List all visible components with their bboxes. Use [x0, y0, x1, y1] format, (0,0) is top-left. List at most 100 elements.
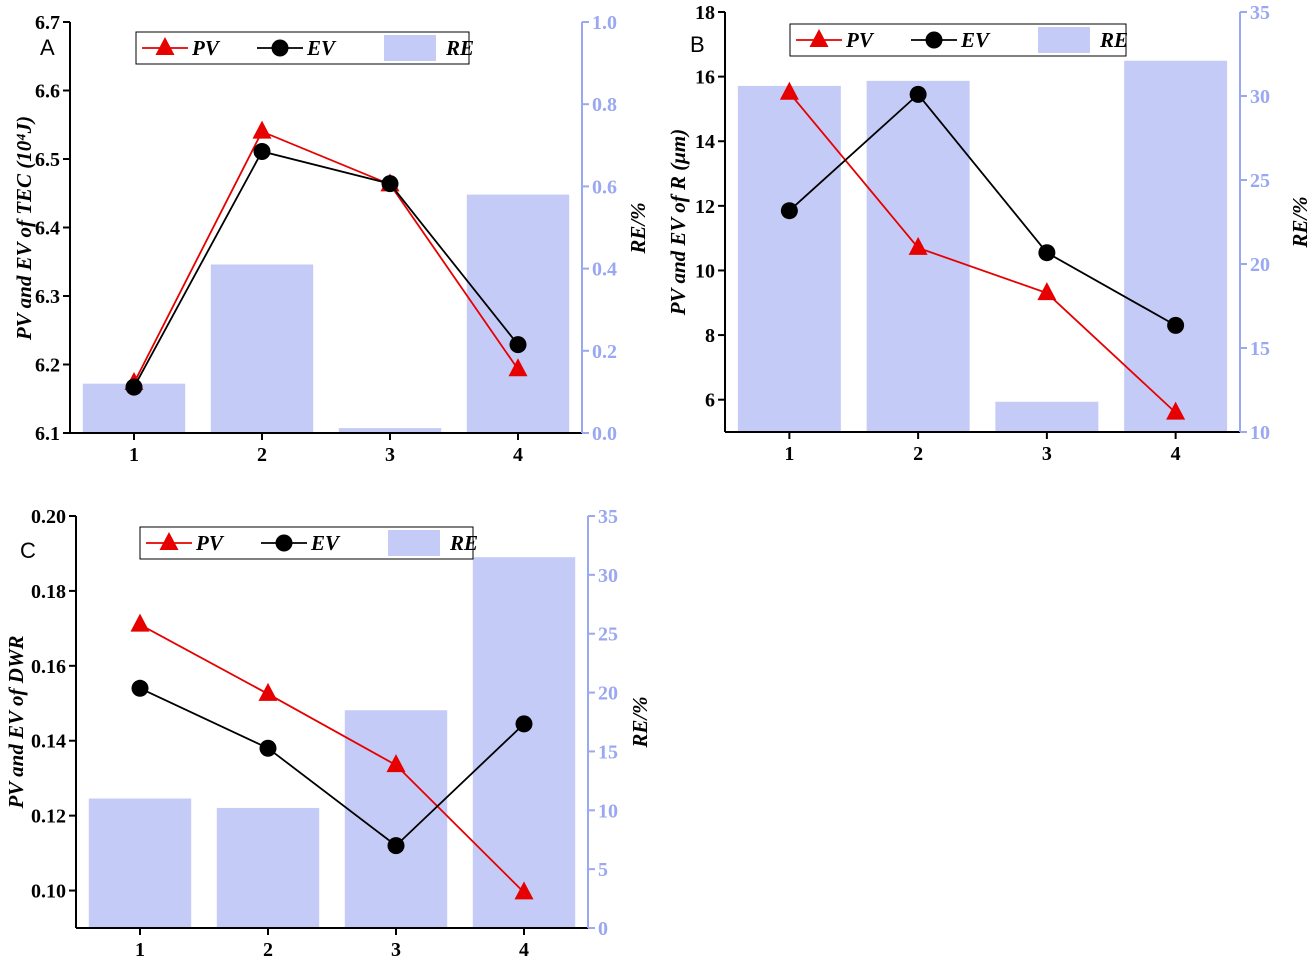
- x-tick-label: 3: [1042, 443, 1052, 465]
- y-right-tick-label: 35: [1250, 2, 1270, 24]
- y-axis-left-title: PV and EV of R (μm): [666, 129, 690, 317]
- legend-ev-marker: [275, 534, 293, 552]
- chart-panel-a: 6.1 6.2 6.3 6.4 6.5 6.6 6.7 0.0 0.2 0.4 0.6 0.8 1.0 1…: [12, 12, 650, 466]
- ev-point-3: [1038, 244, 1056, 262]
- panel-letter: C: [20, 538, 36, 563]
- legend-re-label: RE: [1099, 28, 1128, 52]
- y-right-tick-label: 15: [1250, 338, 1270, 360]
- legend-re-swatch: [1038, 27, 1090, 53]
- pv-point-4: [508, 358, 528, 377]
- legend-re-label: RE: [449, 531, 478, 555]
- re-bar-4: [466, 194, 570, 433]
- re-bar-3: [338, 428, 442, 433]
- legend: PV EV RE: [135, 31, 474, 65]
- ev-point-2: [909, 85, 927, 103]
- y-right-tick-label: 10: [598, 800, 618, 822]
- x-tick-label: 2: [263, 939, 273, 957]
- pv-point-2: [252, 120, 272, 139]
- legend-pv-marker: [159, 532, 179, 550]
- ev-point-2: [259, 739, 277, 757]
- ev-point-1: [780, 202, 798, 220]
- x-tick-label: 4: [519, 939, 529, 957]
- y-right-tick-label: 0.8: [592, 94, 617, 116]
- legend-pv-marker: [809, 29, 829, 47]
- re-bar-4: [472, 557, 576, 928]
- legend-ev-label: EV: [306, 36, 337, 60]
- x-tick-label: 2: [257, 444, 267, 466]
- legend-pv-label: PV: [845, 28, 875, 52]
- x-tick-label: 1: [135, 939, 145, 957]
- ev-point-3: [381, 175, 399, 193]
- ev-series-line: [133, 150, 519, 388]
- re-bar-4: [1124, 60, 1228, 432]
- y-left-tick-label: 8: [705, 325, 715, 347]
- y-left-tick-label: 0.12: [31, 806, 66, 828]
- y-right-tick-label: 0.4: [592, 259, 617, 281]
- pv-series-line: [788, 92, 1177, 414]
- y-right-tick-label: 20: [598, 683, 618, 705]
- legend-pv-label: PV: [191, 36, 221, 60]
- y-right-tick-label: 0.2: [592, 341, 617, 363]
- y-left-tick-label: 0.14: [31, 731, 66, 753]
- y-left-tick-label: 6.5: [35, 149, 60, 171]
- re-bar-1: [737, 85, 841, 433]
- pv-point-3: [386, 754, 406, 773]
- y-left-tick-label: 14: [695, 131, 715, 153]
- y-right-tick-label: 0.0: [592, 423, 617, 445]
- y-left-tick-label: 0.16: [31, 656, 66, 678]
- ev-point-4: [509, 336, 527, 354]
- y-right-tick-label: 25: [1250, 170, 1270, 192]
- ev-series-line: [788, 93, 1177, 327]
- pv-series-line: [139, 623, 525, 894]
- pv-point-3: [1037, 282, 1057, 301]
- panel-letter: B: [690, 32, 705, 57]
- pv-point-1: [130, 613, 150, 632]
- y-left-tick-label: 0.10: [31, 881, 66, 903]
- re-bar-2: [866, 80, 970, 432]
- y-right-tick-label: 5: [598, 859, 608, 881]
- y-right-tick-label: 25: [598, 624, 618, 646]
- y-axis-right-title: RE/%: [626, 202, 650, 254]
- pv-point-4: [1166, 401, 1186, 420]
- y-left-tick-label: 6.1: [35, 423, 60, 445]
- y-right-tick-label: 1.0: [592, 12, 617, 34]
- pv-point-4: [514, 881, 534, 900]
- y-right-tick-label: 30: [1250, 86, 1270, 108]
- y-left-tick-label: 6.7: [35, 12, 60, 34]
- pv-point-2: [258, 682, 278, 701]
- ev-point-3: [387, 837, 405, 855]
- ev-point-4: [1167, 316, 1185, 334]
- y-right-tick-label: 0: [598, 918, 608, 940]
- y-left-tick-label: 12: [695, 196, 715, 218]
- legend-ev-label: EV: [310, 531, 341, 555]
- x-tick-label: 4: [1171, 443, 1181, 465]
- y-left-tick-label: 16: [695, 67, 715, 89]
- y-axis-left-title: PV and EV of DWR: [4, 635, 28, 809]
- x-tick-label: 3: [385, 444, 395, 466]
- legend-pv-marker: [155, 37, 175, 55]
- x-tick-label: 4: [513, 444, 523, 466]
- ev-point-4: [515, 715, 533, 733]
- legend-ev-label: EV: [960, 28, 991, 52]
- x-tick-label: 1: [784, 443, 794, 465]
- legend-re-swatch: [384, 35, 436, 61]
- y-left-tick-label: 6.2: [35, 355, 60, 377]
- pv-point-1: [779, 81, 799, 100]
- re-bar-2: [216, 807, 320, 928]
- y-right-tick-label: 35: [598, 506, 618, 528]
- re-bar-2: [210, 264, 314, 433]
- ev-series-line: [139, 687, 525, 847]
- legend-pv-label: PV: [195, 531, 225, 555]
- y-right-tick-label: 15: [598, 741, 618, 763]
- legend: PV EV RE: [789, 23, 1128, 57]
- y-left-tick-label: 18: [695, 2, 715, 24]
- y-left-tick-label: 6.4: [35, 218, 60, 240]
- y-right-tick-label: 10: [1250, 422, 1270, 444]
- y-left-tick-label: 10: [695, 260, 715, 282]
- y-left-tick-label: 6.3: [35, 286, 60, 308]
- y-left-tick-label: 6: [705, 390, 715, 412]
- legend: PV EV RE: [139, 526, 478, 560]
- y-axis-left-title: PV and EV of TEC (10⁴J): [12, 116, 36, 341]
- ev-point-1: [125, 378, 143, 396]
